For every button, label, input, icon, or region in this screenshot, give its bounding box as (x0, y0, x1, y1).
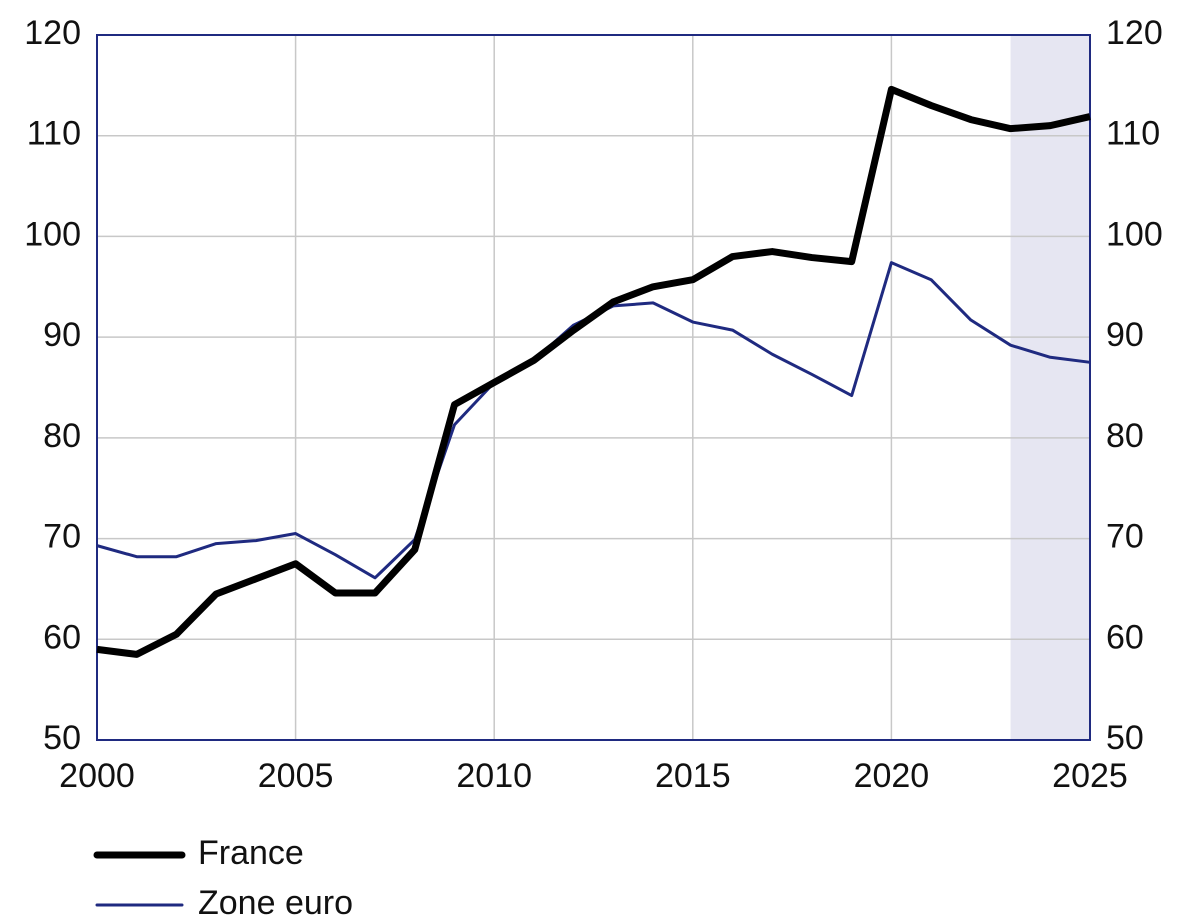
y-tick-label: 50 (43, 719, 81, 757)
y2-tick-label: 60 (1106, 618, 1144, 656)
x-tick-label: 2015 (655, 757, 731, 795)
series-line (96, 261, 1091, 580)
y-tick-label: 70 (43, 518, 81, 556)
legend-label: France (198, 834, 304, 872)
y2-tick-label: 50 (1106, 719, 1144, 757)
y-tick-label: 120 (24, 14, 81, 52)
y-tick-label: 100 (24, 215, 81, 253)
y2-tick-label: 70 (1106, 518, 1144, 556)
y-tick-label: 80 (43, 417, 81, 455)
x-tick-label: 2005 (258, 757, 334, 795)
forecast-band (1010, 35, 1090, 740)
x-tick-label: 2025 (1052, 757, 1128, 795)
y-tick-label: 90 (43, 316, 81, 354)
y2-tick-label: 110 (1106, 115, 1160, 153)
y2-tick-label: 90 (1106, 316, 1144, 354)
x-tick-label: 2020 (854, 757, 930, 795)
y2-tick-label: 120 (1106, 14, 1163, 52)
y2-tick-label: 100 (1106, 215, 1163, 253)
legend-label: Zone euro (198, 884, 353, 922)
series-line (96, 85, 1091, 658)
y-tick-label: 110 (27, 115, 81, 153)
y2-tick-label: 80 (1106, 417, 1144, 455)
y-tick-label: 60 (43, 618, 81, 656)
x-tick-label: 2010 (456, 757, 532, 795)
plot-frame (96, 34, 1091, 741)
x-tick-label: 2000 (59, 757, 135, 795)
